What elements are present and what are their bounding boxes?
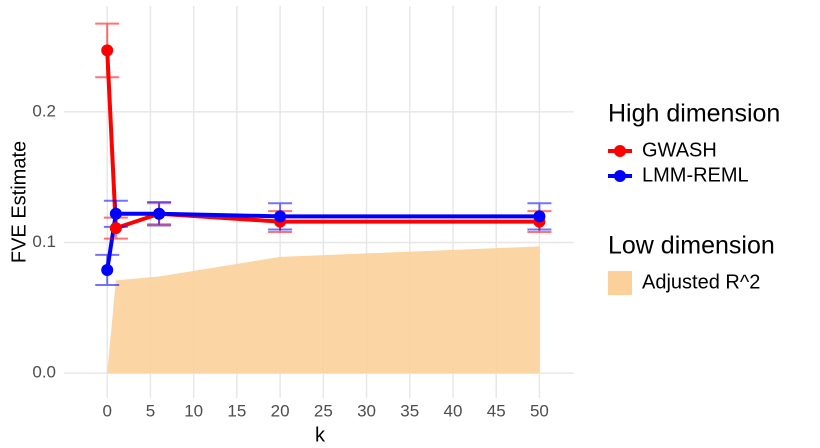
- x-tick-label: 45: [487, 401, 506, 420]
- legend-swatch: [614, 170, 626, 182]
- legend-swatch: [614, 145, 626, 157]
- legend-label: GWASH: [642, 139, 717, 161]
- point: [101, 44, 114, 57]
- point: [533, 210, 546, 223]
- point: [109, 222, 122, 235]
- legend-title: High dimension: [608, 100, 780, 128]
- y-tick-label: 0.0: [32, 363, 56, 382]
- area: [107, 246, 540, 374]
- x-axis-label: k: [315, 424, 326, 446]
- y-axis-label: FVE Estimate: [8, 141, 30, 263]
- point: [153, 207, 166, 220]
- x-tick-label: 35: [400, 401, 419, 420]
- x-tick-label: 5: [146, 401, 155, 420]
- x-tick-label: 0: [102, 401, 111, 420]
- y-tick-label: 0.1: [32, 232, 56, 251]
- legend-label: LMM-REML: [642, 164, 749, 186]
- y-tick-label: 0.2: [32, 101, 56, 120]
- x-tick-label: 15: [227, 401, 246, 420]
- x-tick-label: 30: [357, 401, 376, 420]
- point: [101, 263, 114, 276]
- point: [109, 207, 122, 220]
- point: [274, 210, 287, 223]
- x-tick-label: 25: [314, 401, 333, 420]
- x-tick-label: 50: [530, 401, 549, 420]
- legend-swatch: [608, 271, 632, 295]
- x-tick-label: 20: [271, 401, 290, 420]
- legend-label: Adjusted R^2: [642, 271, 760, 293]
- legend-title: Low dimension: [608, 232, 775, 260]
- x-tick-label: 10: [184, 401, 203, 420]
- x-tick-label: 40: [444, 401, 463, 420]
